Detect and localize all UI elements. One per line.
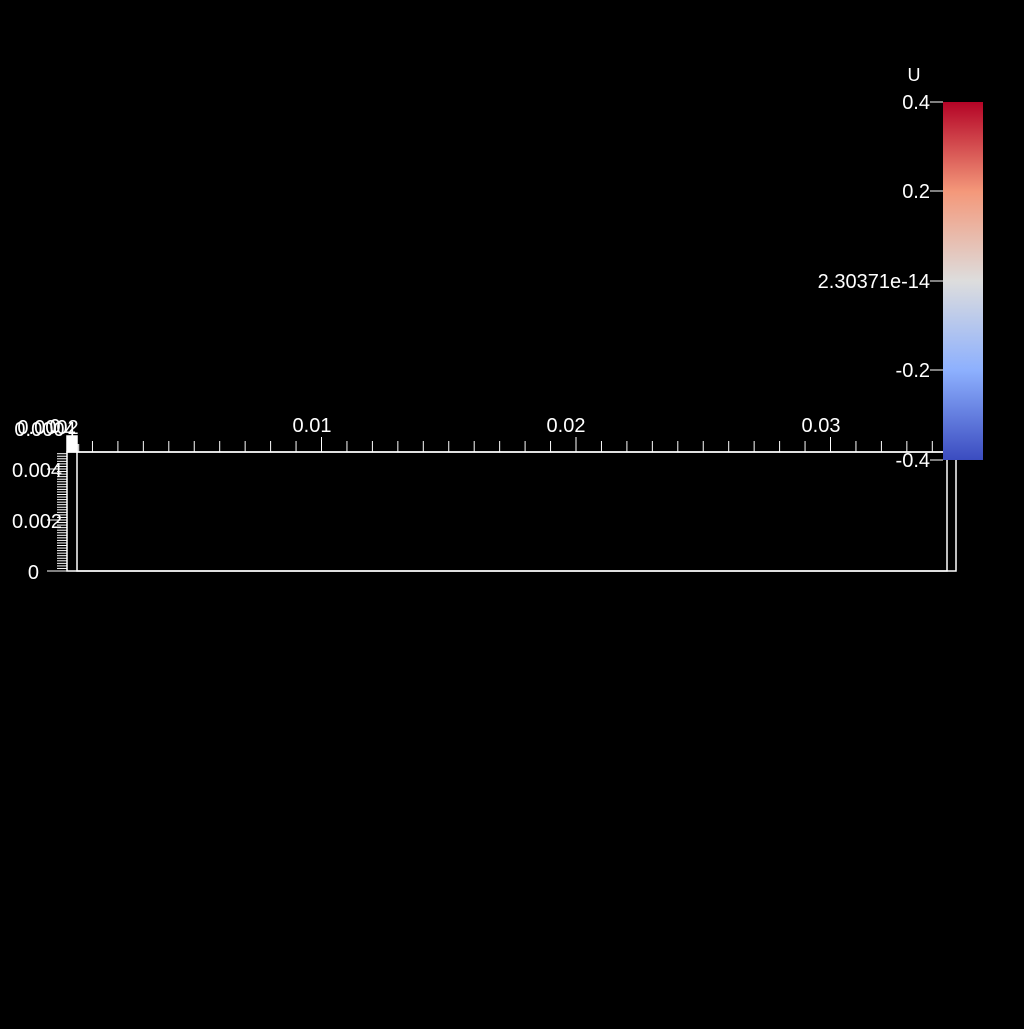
x-axis-labels: 0.0002 0.0004 0 0.01 0.02 0.03: [14, 415, 840, 441]
scalar-bar-label: 2.30371e-14: [818, 271, 930, 293]
domain-rect-inner: [76, 451, 948, 572]
scalar-bar-label: -0.2: [896, 360, 930, 382]
scalar-bar-ticks: [930, 101, 943, 461]
scalar-bar-title: U: [908, 65, 921, 85]
y-axis-labels: 0.004 0.002 0: [12, 460, 62, 584]
scalar-bar: U 0.4 0.2 2.30371e-14 -0.2 -0.4: [818, 65, 983, 472]
y-tick-label: 0.004: [12, 460, 62, 482]
scalar-bar-label: -0.4: [896, 450, 930, 472]
x-tick-label: 0.03: [802, 415, 841, 437]
y-tick-label: 0: [28, 562, 39, 584]
scalar-bar-gradient: [943, 102, 983, 460]
mesh-outline: [66, 435, 957, 572]
y-tick-label: 0.002: [12, 511, 62, 533]
x-tick-label: 0: [49, 416, 60, 438]
x-axis-ticks: [66, 437, 933, 452]
domain-rect-outer: [66, 451, 957, 572]
x-tick-label: 0.02: [547, 415, 586, 437]
x-tick-label: 0.0002: [17, 417, 78, 439]
x-tick-label: 0.01: [293, 415, 332, 437]
y-axis-ticks: [47, 453, 67, 572]
scalar-bar-label: 0.2: [902, 181, 930, 203]
scalar-bar-label: 0.4: [902, 92, 930, 114]
x-tick-label: 0.0004: [14, 419, 75, 441]
